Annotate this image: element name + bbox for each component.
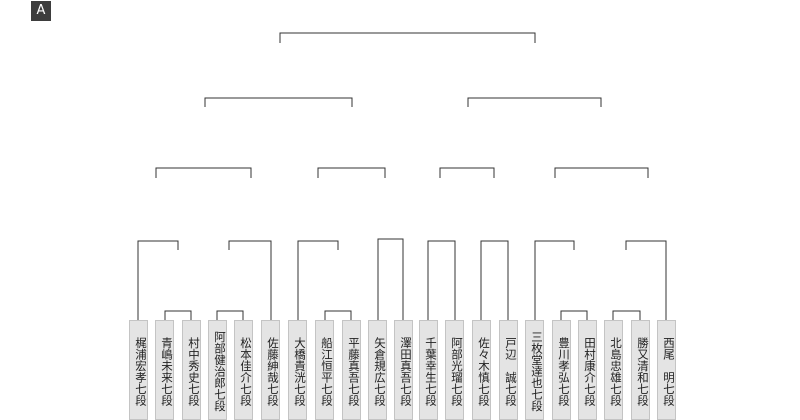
player-7[interactable]: 大橋貴洸七段 [288, 320, 307, 420]
bracket-line-round2-7 [534, 240, 575, 320]
section-label: A [31, 1, 51, 21]
bracket-line-round2-5 [427, 240, 456, 320]
bracket-line-quarterfinal-4 [554, 167, 649, 178]
bracket-line-round1-4 [560, 310, 588, 320]
bracket-line-round2-1 [137, 240, 179, 320]
bracket-line-round2-6 [480, 240, 509, 320]
bracket-line-final [279, 32, 536, 43]
player-8[interactable]: 船江恒平七段 [315, 320, 334, 420]
bracket-line-semifinal-right [467, 97, 602, 107]
bracket-line-semifinal-left [204, 97, 353, 107]
player-3[interactable]: 村中秀史七段 [182, 320, 201, 420]
bracket-line-quarterfinal-1 [155, 167, 252, 178]
player-15[interactable]: 戸辺 誠七段 [499, 320, 518, 420]
bracket-line-round1-5 [612, 310, 641, 320]
player-19[interactable]: 北島忠雄七段 [604, 320, 623, 420]
bracket-line-round1-1 [164, 310, 192, 320]
player-16[interactable]: 三枚堂達也七段 [525, 320, 544, 420]
player-4[interactable]: 阿部健治郎七段 [208, 320, 227, 420]
bracket-line-round2-8 [625, 240, 667, 320]
player-6[interactable]: 佐藤紳哉七段 [261, 320, 280, 420]
bracket-line-round2-4 [377, 238, 404, 320]
player-11[interactable]: 澤田真吾七段 [394, 320, 413, 420]
bracket-line-round2-2 [228, 240, 272, 320]
player-1[interactable]: 梶浦宏孝七段 [129, 320, 148, 420]
player-21[interactable]: 西尾 明七段 [657, 320, 676, 420]
player-14[interactable]: 佐々木慎七段 [472, 320, 491, 420]
player-9[interactable]: 平藤真吾七段 [342, 320, 361, 420]
bracket-line-round1-2 [216, 310, 244, 320]
player-5[interactable]: 松本佳介七段 [234, 320, 253, 420]
player-18[interactable]: 田村康介七段 [578, 320, 597, 420]
player-20[interactable]: 勝又清和七段 [631, 320, 650, 420]
player-10[interactable]: 矢倉規広七段 [368, 320, 387, 420]
player-13[interactable]: 阿部光瑠七段 [445, 320, 464, 420]
bracket-line-round1-3 [324, 310, 352, 320]
bracket-line-round2-3 [297, 240, 339, 320]
player-2[interactable]: 青嶋未来七段 [155, 320, 174, 420]
player-17[interactable]: 豊川孝弘七段 [552, 320, 571, 420]
bracket-line-quarterfinal-3 [439, 167, 495, 178]
bracket-line-quarterfinal-2 [317, 167, 386, 178]
player-12[interactable]: 千葉幸生七段 [419, 320, 438, 420]
